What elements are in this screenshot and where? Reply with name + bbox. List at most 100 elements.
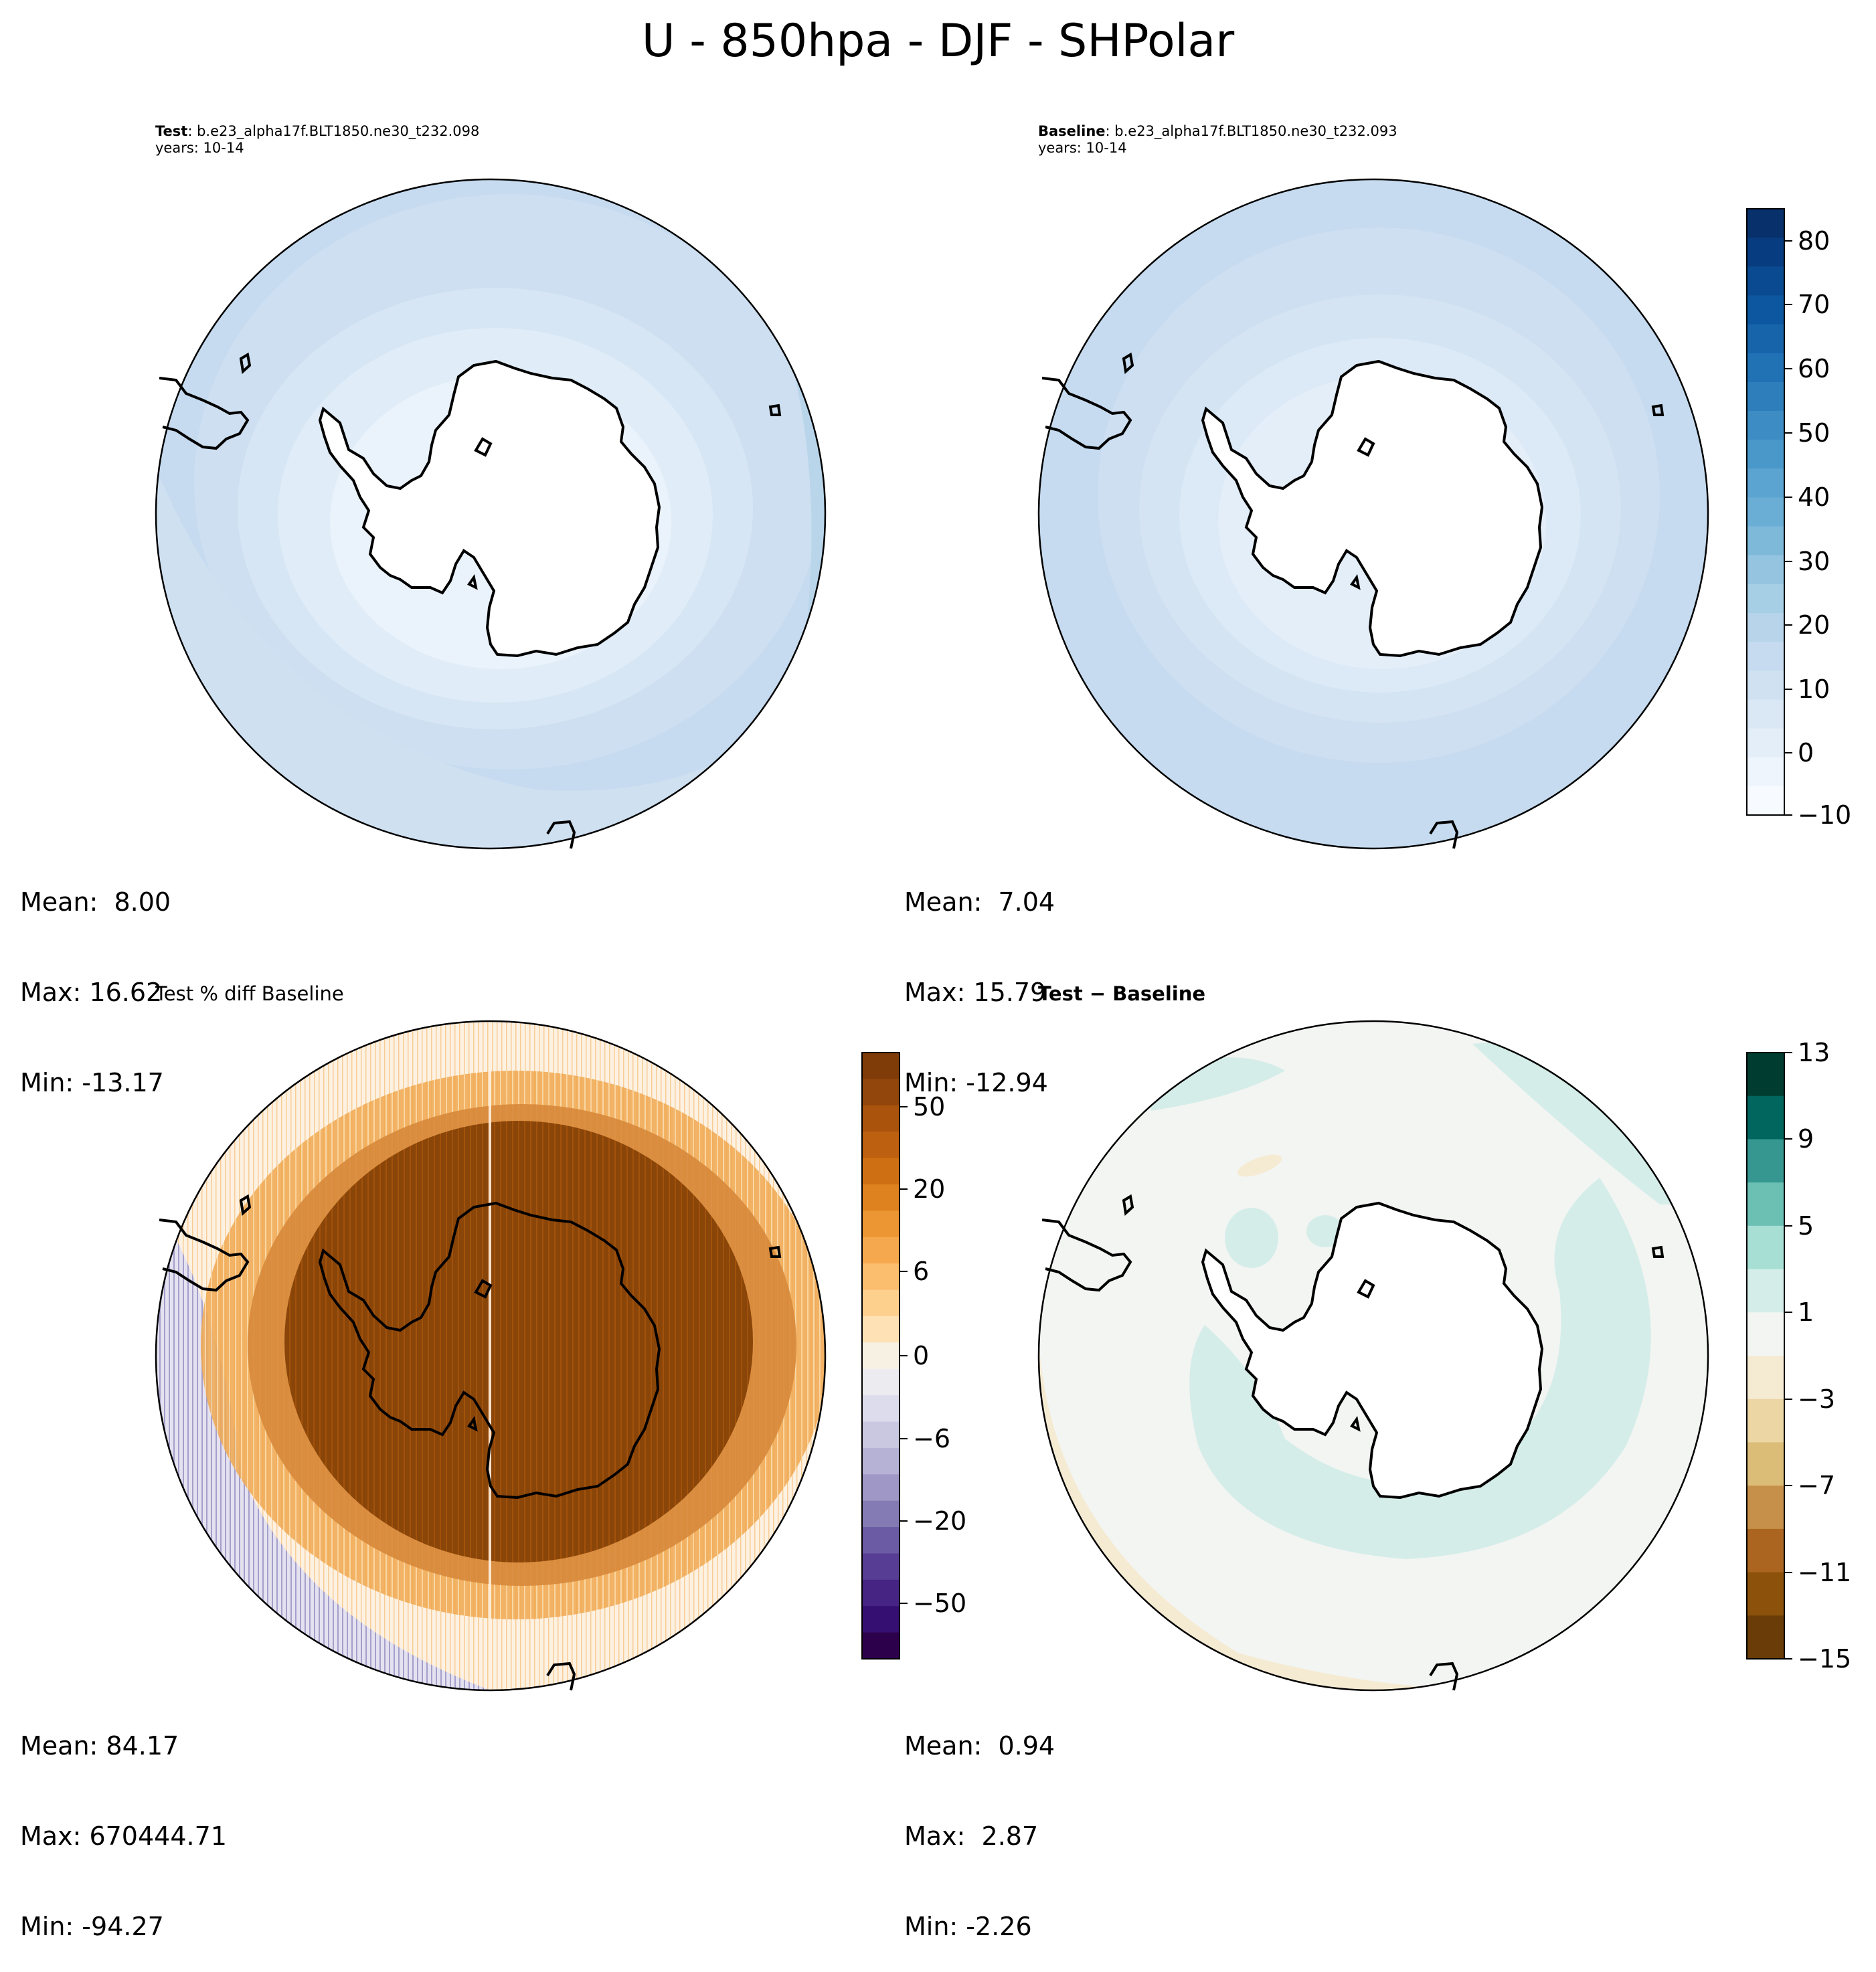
colorbar-main: 80 70 60 50 40 30 20 10 0 −10 xyxy=(1746,208,1851,830)
colorbar-pct-diff-segment xyxy=(862,1421,900,1449)
colorbar-main-tick-label: 10 xyxy=(1798,675,1830,704)
test-title-case: : b.e23_alpha17f.BLT1850.ne30_t232.098 xyxy=(187,123,480,139)
colorbar-pct-diff-segment xyxy=(862,1527,900,1554)
colorbar-diff-tick-label: −15 xyxy=(1798,1644,1851,1674)
colorbar-diff-segment xyxy=(1747,1356,1784,1400)
baseline-title-years: years: 10-14 xyxy=(1038,140,1127,156)
colorbar-main-segment xyxy=(1747,786,1784,816)
colorbar-diff-segment xyxy=(1747,1572,1784,1616)
colorbar-pct-diff-segment xyxy=(862,1184,900,1211)
colorbar-main-frame xyxy=(1746,208,1785,816)
colorbar-pct-diff-segment xyxy=(862,1053,900,1079)
colorbar-main-segment xyxy=(1747,757,1784,787)
colorbar-main-segment xyxy=(1747,584,1784,614)
test-map xyxy=(155,178,827,850)
diff-mean: Mean: 0.94 xyxy=(904,1731,1055,1761)
colorbar-pct-diff-segment xyxy=(862,1342,900,1370)
colorbar-diff-segment xyxy=(1747,1053,1784,1097)
colorbar-pct-diff-segment xyxy=(862,1579,900,1607)
baseline-panel-title: Baseline: b.e23_alpha17f.BLT1850.ne30_t2… xyxy=(1038,123,1397,157)
colorbar-pct-diff-segment xyxy=(862,1289,900,1317)
colorbar-pct-diff-segment xyxy=(862,1263,900,1291)
colorbar-pct-diff-segment xyxy=(862,1632,900,1660)
colorbar-pct-diff-segment xyxy=(862,1237,900,1264)
colorbar-pct-diff-segment xyxy=(862,1368,900,1396)
colorbar-diff-tick-label: 13 xyxy=(1798,1038,1830,1067)
colorbar-pct-diff-tick-label: −6 xyxy=(913,1424,950,1453)
colorbar-main-tick-label: 20 xyxy=(1798,610,1830,640)
test-max: Max: 16.62 xyxy=(20,978,163,1007)
test-title-bold: Test xyxy=(155,123,188,139)
diff-map xyxy=(1037,1020,1709,1692)
colorbar-pct-diff-segment xyxy=(862,1553,900,1581)
colorbar-diff-segment xyxy=(1747,1225,1784,1270)
colorbar-pct-diff-segment xyxy=(862,1105,900,1132)
colorbar-pct-diff-segment xyxy=(862,1447,900,1475)
colorbar-diff-tick-label: 9 xyxy=(1798,1124,1814,1154)
baseline-title-bold: Baseline xyxy=(1038,123,1106,139)
colorbar-main-segment xyxy=(1747,699,1784,729)
pct-diff-panel-title: Test % diff Baseline xyxy=(155,982,344,1005)
colorbar-pct-diff-segment xyxy=(862,1606,900,1633)
colorbar-main-segment xyxy=(1747,381,1784,412)
colorbar-pct-diff-segment xyxy=(862,1474,900,1502)
diff-panel-title: Test − Baseline xyxy=(1038,982,1206,1005)
colorbar-main-tick-label: −10 xyxy=(1798,800,1851,830)
colorbar-main-tick-label: 70 xyxy=(1798,290,1830,319)
colorbar-main-segment xyxy=(1747,440,1784,469)
colorbar-main-segment xyxy=(1747,728,1784,758)
diff-max: Max: 2.87 xyxy=(904,1821,1039,1851)
colorbar-pct-diff-segment xyxy=(862,1079,900,1106)
colorbar-pct-diff-tick-label: −50 xyxy=(913,1589,966,1618)
colorbar-pct-diff-segment xyxy=(862,1211,900,1238)
colorbar-diff-segment xyxy=(1747,1269,1784,1313)
colorbar-main-segment xyxy=(1747,497,1784,527)
colorbar-diff-tick-label: 1 xyxy=(1798,1297,1814,1327)
baseline-title-case: : b.e23_alpha17f.BLT1850.ne30_t232.093 xyxy=(1105,123,1397,139)
baseline-stats: Mean: 7.04 Max: 15.79 Min: -12.94 xyxy=(904,827,1055,1128)
colorbar-main-tick-label: 40 xyxy=(1798,482,1830,512)
colorbar-pct-diff-segment xyxy=(862,1316,900,1343)
colorbar-pct-diff-segment xyxy=(862,1395,900,1423)
colorbar-pct-diff-tick-label: 6 xyxy=(913,1257,929,1286)
colorbar-pct-diff-segment xyxy=(862,1158,900,1185)
figure-title: U - 850hpa - DJF - SHPolar xyxy=(641,15,1235,68)
colorbar-diff-segment xyxy=(1747,1486,1784,1530)
diff-min: Min: -2.26 xyxy=(904,1912,1032,1941)
colorbar-diff-segment xyxy=(1747,1528,1784,1573)
colorbar-main-segment xyxy=(1747,526,1784,556)
colorbar-pct-diff-segment xyxy=(862,1500,900,1528)
colorbar-main-tick-label: 0 xyxy=(1798,738,1814,768)
colorbar-diff-tick-label: −7 xyxy=(1798,1471,1835,1500)
colorbar-main-segment xyxy=(1747,642,1784,671)
colorbar-diff-segment xyxy=(1747,1615,1784,1660)
pct-diff-max: Max: 670444.71 xyxy=(20,1821,227,1851)
test-min: Min: -13.17 xyxy=(20,1068,164,1097)
colorbar-main-tick-label: 60 xyxy=(1798,354,1830,383)
colorbar-main-tick-label: 30 xyxy=(1798,547,1830,576)
colorbar-pct-diff: 50 20 6 0 −6 −20 −50 xyxy=(861,1052,966,1660)
pct-diff-map xyxy=(155,1020,827,1692)
colorbar-main-segment xyxy=(1747,353,1784,383)
colorbar-diff-segment xyxy=(1747,1399,1784,1443)
test-panel-title: Test: b.e23_alpha17f.BLT1850.ne30_t232.0… xyxy=(155,123,479,157)
baseline-min: Min: -12.94 xyxy=(904,1068,1048,1097)
pct-diff-min: Min: -94.27 xyxy=(20,1912,164,1941)
colorbar-main-segment xyxy=(1747,411,1784,440)
test-title-years: years: 10-14 xyxy=(155,140,244,156)
colorbar-diff-tick-label: −3 xyxy=(1798,1384,1835,1414)
pct-diff-mean: Mean: 84.17 xyxy=(20,1731,179,1761)
colorbar-main-segment xyxy=(1747,468,1784,499)
colorbar-main-segment xyxy=(1747,324,1784,354)
pct-diff-map-boundary xyxy=(155,1020,827,1692)
diff-map-boundary xyxy=(1037,1020,1709,1692)
baseline-map xyxy=(1037,178,1709,850)
colorbar-diff-segment xyxy=(1747,1139,1784,1183)
colorbar-pct-diff-tick-label: −20 xyxy=(913,1506,966,1536)
colorbar-pct-diff-segment xyxy=(862,1132,900,1159)
colorbar-main-segment xyxy=(1747,555,1784,585)
colorbar-main-segment xyxy=(1747,613,1784,642)
colorbar-pct-diff-tick-label: 20 xyxy=(913,1174,945,1204)
colorbar-main-segment xyxy=(1747,670,1784,701)
